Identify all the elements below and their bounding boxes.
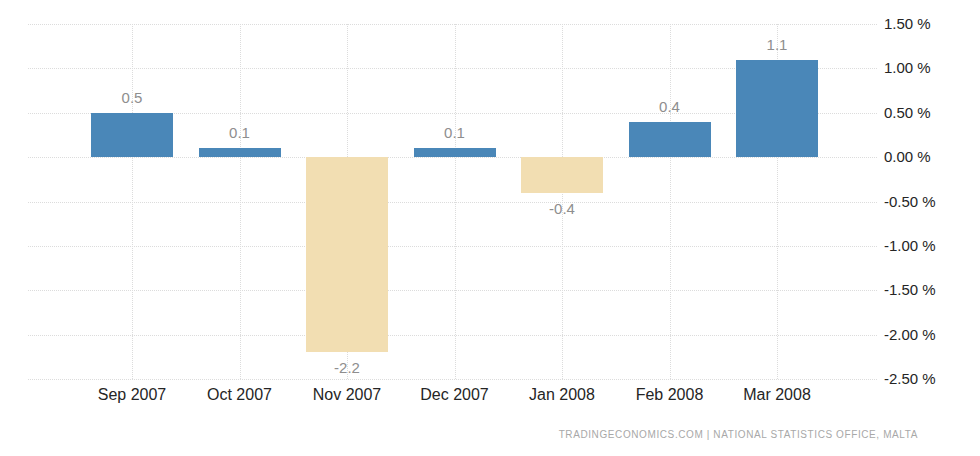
bar[interactable] xyxy=(91,113,173,157)
x-axis-label: Jan 2008 xyxy=(529,386,595,404)
y-axis-label: 1.00 % xyxy=(884,60,931,77)
bar-value-label: 1.1 xyxy=(767,37,788,53)
y-axis-label: -2.50 % xyxy=(884,370,936,387)
bar[interactable] xyxy=(629,122,711,158)
y-axis-label: -1.50 % xyxy=(884,281,936,298)
v-gridline xyxy=(455,24,456,379)
bar-value-label: 0.5 xyxy=(122,90,143,106)
y-axis-label: -0.50 % xyxy=(884,193,936,210)
bar[interactable] xyxy=(199,148,281,157)
bar-value-label: -0.4 xyxy=(549,201,575,217)
h-gridline xyxy=(28,24,877,25)
y-axis-label: -1.00 % xyxy=(884,237,936,254)
x-axis-label: Feb 2008 xyxy=(636,386,704,404)
bar[interactable] xyxy=(306,157,388,352)
x-axis-label: Sep 2007 xyxy=(98,386,167,404)
v-gridline xyxy=(240,24,241,379)
h-gridline xyxy=(28,335,877,336)
bar-value-label: -2.2 xyxy=(334,360,360,376)
bar-value-label: 0.1 xyxy=(229,125,250,141)
x-axis-label: Oct 2007 xyxy=(207,386,272,404)
bar-chart: 1.50 % 1.00 % 0.50 % 0.00 % -0.50 % -1.00 % -1… xyxy=(0,0,980,456)
h-gridline xyxy=(28,290,877,291)
y-axis-label: 0.50 % xyxy=(884,104,931,121)
h-gridline xyxy=(28,157,877,158)
bar[interactable] xyxy=(414,148,496,157)
h-gridline xyxy=(28,202,877,203)
h-gridline xyxy=(28,246,877,247)
bar-value-label: 0.4 xyxy=(659,99,680,115)
bar[interactable] xyxy=(521,157,603,193)
bar-value-label: 0.1 xyxy=(444,125,465,141)
x-axis-label: Mar 2008 xyxy=(743,386,811,404)
h-gridline xyxy=(28,379,877,380)
x-axis-label: Dec 2007 xyxy=(420,386,489,404)
y-axis-label: -2.00 % xyxy=(884,326,936,343)
bar[interactable] xyxy=(736,60,818,158)
y-axis-label: 1.50 % xyxy=(884,15,931,32)
v-gridline xyxy=(670,24,671,379)
v-gridline xyxy=(132,24,133,379)
y-axis-label: 0.00 % xyxy=(884,148,931,165)
x-axis-label: Nov 2007 xyxy=(313,386,382,404)
chart-attribution: TRADINGECONOMICS.COM | NATIONAL STATISTI… xyxy=(559,429,918,440)
plot-area: 1.50 % 1.00 % 0.50 % 0.00 % -0.50 % -1.00 % -1… xyxy=(0,0,980,456)
